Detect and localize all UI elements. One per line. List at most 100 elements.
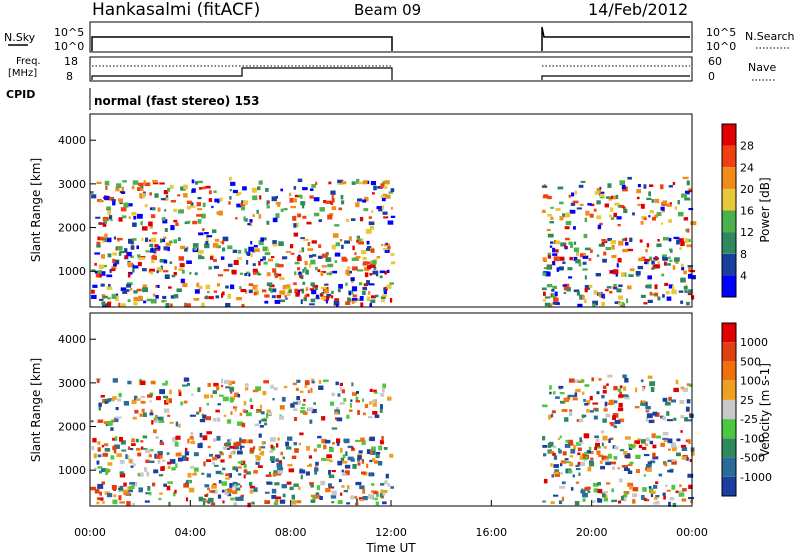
velocity-cell xyxy=(265,474,272,477)
power-cell xyxy=(237,249,242,254)
power-cell xyxy=(179,263,185,268)
power-cell xyxy=(575,259,581,264)
power-cell xyxy=(114,259,120,265)
velocity-cell xyxy=(339,386,342,392)
velocity-cell xyxy=(371,446,376,451)
power-cell xyxy=(307,248,314,251)
velocity-cell xyxy=(282,493,286,498)
power-cell xyxy=(298,250,303,253)
velocity-cell xyxy=(185,497,189,502)
velocity-cell xyxy=(580,379,585,383)
power-cell xyxy=(382,211,388,215)
velocity-cell xyxy=(559,486,566,489)
power-cell xyxy=(265,188,269,192)
power-cell xyxy=(347,298,352,302)
velocity-cell xyxy=(148,454,152,458)
power-cell xyxy=(606,196,610,199)
velocity-cell xyxy=(134,409,139,414)
power-cell xyxy=(109,268,112,273)
velocity-cell xyxy=(96,497,102,501)
power-cell xyxy=(106,274,113,278)
velocity-cell xyxy=(382,492,386,496)
velocity-cell xyxy=(222,446,228,450)
velocity-cell xyxy=(688,484,693,489)
velocity-cell xyxy=(311,378,315,382)
velocity-cell xyxy=(371,400,376,404)
power-cell xyxy=(106,286,113,290)
power-colorbar-swatch xyxy=(722,275,736,297)
power-cell xyxy=(546,264,552,270)
velocity-cell xyxy=(560,462,563,467)
power-cell xyxy=(149,243,154,247)
power-cell xyxy=(589,213,594,218)
velocity-cell xyxy=(140,380,146,386)
power-cell xyxy=(263,261,268,265)
power-cell xyxy=(636,196,640,200)
velocity-cell xyxy=(228,473,232,478)
power-cell xyxy=(596,200,601,205)
power-cell xyxy=(170,184,174,189)
power-cell xyxy=(383,287,386,292)
velocity-cell xyxy=(374,414,380,418)
power-cell xyxy=(599,222,603,226)
velocity-cell xyxy=(575,464,580,467)
velocity-cell xyxy=(237,394,241,398)
nsearch-label: N.Search xyxy=(745,30,795,43)
power-cell xyxy=(643,217,647,221)
power-cell xyxy=(649,210,654,214)
power-cell xyxy=(688,189,692,193)
velocity-cell xyxy=(358,450,363,454)
power-cell xyxy=(289,197,294,203)
power-cell xyxy=(672,285,675,291)
velocity-cell xyxy=(183,400,188,404)
power-cell xyxy=(142,284,147,289)
power-cell xyxy=(193,246,196,251)
power-plot-frame xyxy=(89,113,693,308)
power-cell xyxy=(279,277,285,280)
velocity-cell xyxy=(584,487,590,491)
velocity-cell xyxy=(220,472,224,475)
power-cell xyxy=(362,291,366,296)
velocity-cell xyxy=(175,435,181,440)
power-cell xyxy=(681,266,685,271)
power-cell xyxy=(194,289,200,294)
power-colorbar-tick: 8 xyxy=(740,248,747,261)
velocity-cell xyxy=(641,439,646,444)
velocity-cell xyxy=(221,384,224,388)
velocity-cell xyxy=(232,490,238,495)
velocity-cell xyxy=(149,449,154,452)
velocity-cell xyxy=(662,492,666,496)
power-cell xyxy=(144,182,151,186)
velocity-colorbar-swatch xyxy=(722,380,736,400)
velocity-cell xyxy=(653,484,658,489)
velocity-cell xyxy=(167,481,173,484)
velocity-cell xyxy=(383,490,388,493)
power-cell xyxy=(371,210,374,213)
velocity-cell xyxy=(361,398,365,402)
velocity-cell xyxy=(123,401,129,406)
velocity-cell xyxy=(111,485,117,490)
power-cell xyxy=(623,272,627,277)
velocity-cell xyxy=(372,457,376,462)
power-cell xyxy=(150,298,157,304)
power-cell xyxy=(327,263,334,268)
power-cell xyxy=(146,298,153,302)
power-cell xyxy=(313,212,320,217)
velocity-cell xyxy=(293,408,298,411)
date-label: 14/Feb/2012 xyxy=(588,0,688,19)
power-cell xyxy=(208,296,214,300)
power-cell xyxy=(644,258,650,262)
power-cell xyxy=(315,294,320,298)
velocity-cell xyxy=(261,411,265,415)
power-cell xyxy=(205,284,211,290)
power-cell xyxy=(555,208,561,211)
velocity-colorbar-tick: -25 xyxy=(740,413,758,426)
velocity-cell xyxy=(645,417,649,422)
power-cell xyxy=(362,286,367,291)
power-cell xyxy=(607,238,612,242)
velocity-cell xyxy=(646,467,652,472)
velocity-cell xyxy=(245,439,249,444)
velocity-colorbar-tick: 100 xyxy=(740,375,761,388)
power-cell xyxy=(132,238,137,241)
